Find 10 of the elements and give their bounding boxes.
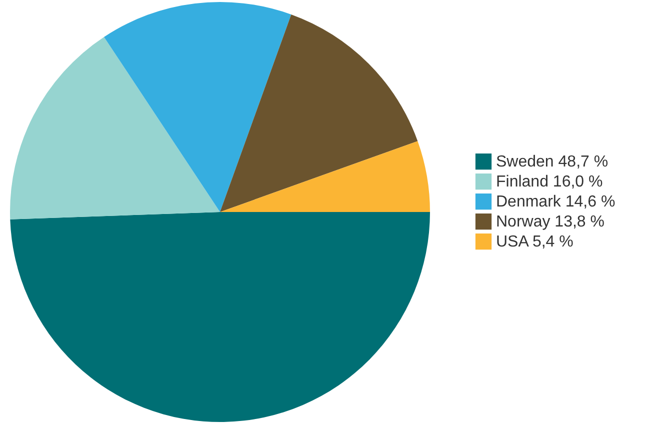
legend-label: Denmark 14,6 % <box>496 194 616 210</box>
legend-label: Norway 13,8 % <box>496 214 604 230</box>
legend-label: USA 5,4 % <box>496 234 574 250</box>
pie-slice <box>220 14 418 212</box>
pie-slice <box>10 36 220 220</box>
legend-label: Finland 16,0 % <box>496 174 603 190</box>
pie-slice <box>10 212 430 422</box>
pie-slice <box>104 2 292 212</box>
legend-label: Sweden 48,7 % <box>496 154 608 170</box>
pie-slice <box>220 141 430 212</box>
